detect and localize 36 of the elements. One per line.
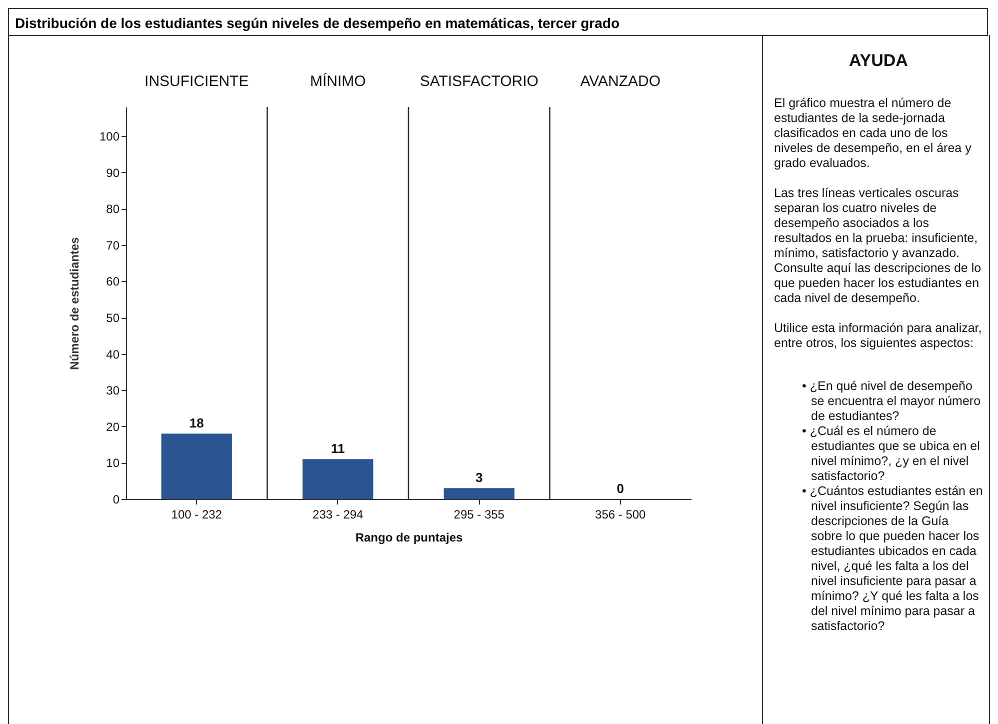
- y-tick-label: 0: [112, 492, 120, 506]
- data-label: 3: [476, 470, 483, 486]
- y-tick-label: 40: [106, 347, 120, 362]
- text: AYUDA: [848, 51, 909, 70]
- y-tick-label: 100: [99, 130, 120, 144]
- text: SATISFACTORIO: [420, 73, 538, 90]
- y-tick-label: 10: [106, 456, 120, 470]
- text: • ¿En qué nivel de desempeño se encuentra el mayor número de estudiantes?: [802, 379, 982, 424]
- y-tick-label: 50: [106, 311, 120, 326]
- y-axis-title: Número de estudiantes: [67, 236, 82, 370]
- data-label: 11: [331, 441, 345, 456]
- y-tick-label: 90: [106, 166, 120, 180]
- x-axis-title: Rango de puntajes: [355, 530, 463, 544]
- text: MÍNIMO: [310, 72, 366, 90]
- chart-title: Distribución de los estudiantes según niveles de desempeño en matemáticas, tercer grado: [8, 8, 988, 36]
- bar: [161, 434, 232, 499]
- bar: [302, 459, 374, 499]
- y-tick-label: 80: [106, 202, 120, 216]
- text: • ¿Cuál es el número de estudiantes que se ubica en el nivel mínimo?, ¿y en el nivel satisfactorio?: [802, 424, 981, 484]
- x-tick-label: 100 - 232: [171, 508, 222, 522]
- text: Las tres líneas verticales oscuras separan los cuatro niveles de desempeño asociados a los resultados en la prueba: insuficiente, mínimo, satisfactorio y avanzado. Consulte aquí las descripciones de lo que pueden hacer los estudiantes en cada nivel de desempeño.: [774, 186, 982, 306]
- x-tick-label: 233 - 294: [312, 508, 364, 522]
- y-tick-label: 20: [106, 420, 120, 434]
- bar: [444, 488, 514, 499]
- y-tick-label: 30: [106, 384, 120, 398]
- x-tick-label: 356 - 500: [595, 508, 646, 522]
- text: Utilice esta información para analizar, entre otros, los siguientes aspectos:: [774, 321, 983, 351]
- data-label: 0: [616, 481, 624, 496]
- data-label: 18: [189, 416, 204, 431]
- text: INSUFICIENTE: [144, 73, 249, 90]
- y-tick-label: 70: [106, 238, 120, 252]
- text: • ¿Cuántos estudiantes están en nivel insuficiente? Según las descripciones de la Guía sobre lo que pueden hacer los estudiantes ubicados en cada nivel, ¿qué les falta a los del nivel insuficiente para pasar a mínimo? ¿Y qué les falta a los del nivel mínimo para pasar a satisfactorio?: [802, 484, 983, 633]
- text: El gráfico muestra el número de estudiantes de la sede-jornada clasificados en cada uno de los niveles de desempeño, en el área y grado evaluados.: [774, 96, 972, 171]
- y-tick-label: 60: [106, 274, 120, 289]
- text: AVANZADO: [580, 73, 661, 90]
- x-tick-label: 295 - 355: [454, 508, 505, 522]
